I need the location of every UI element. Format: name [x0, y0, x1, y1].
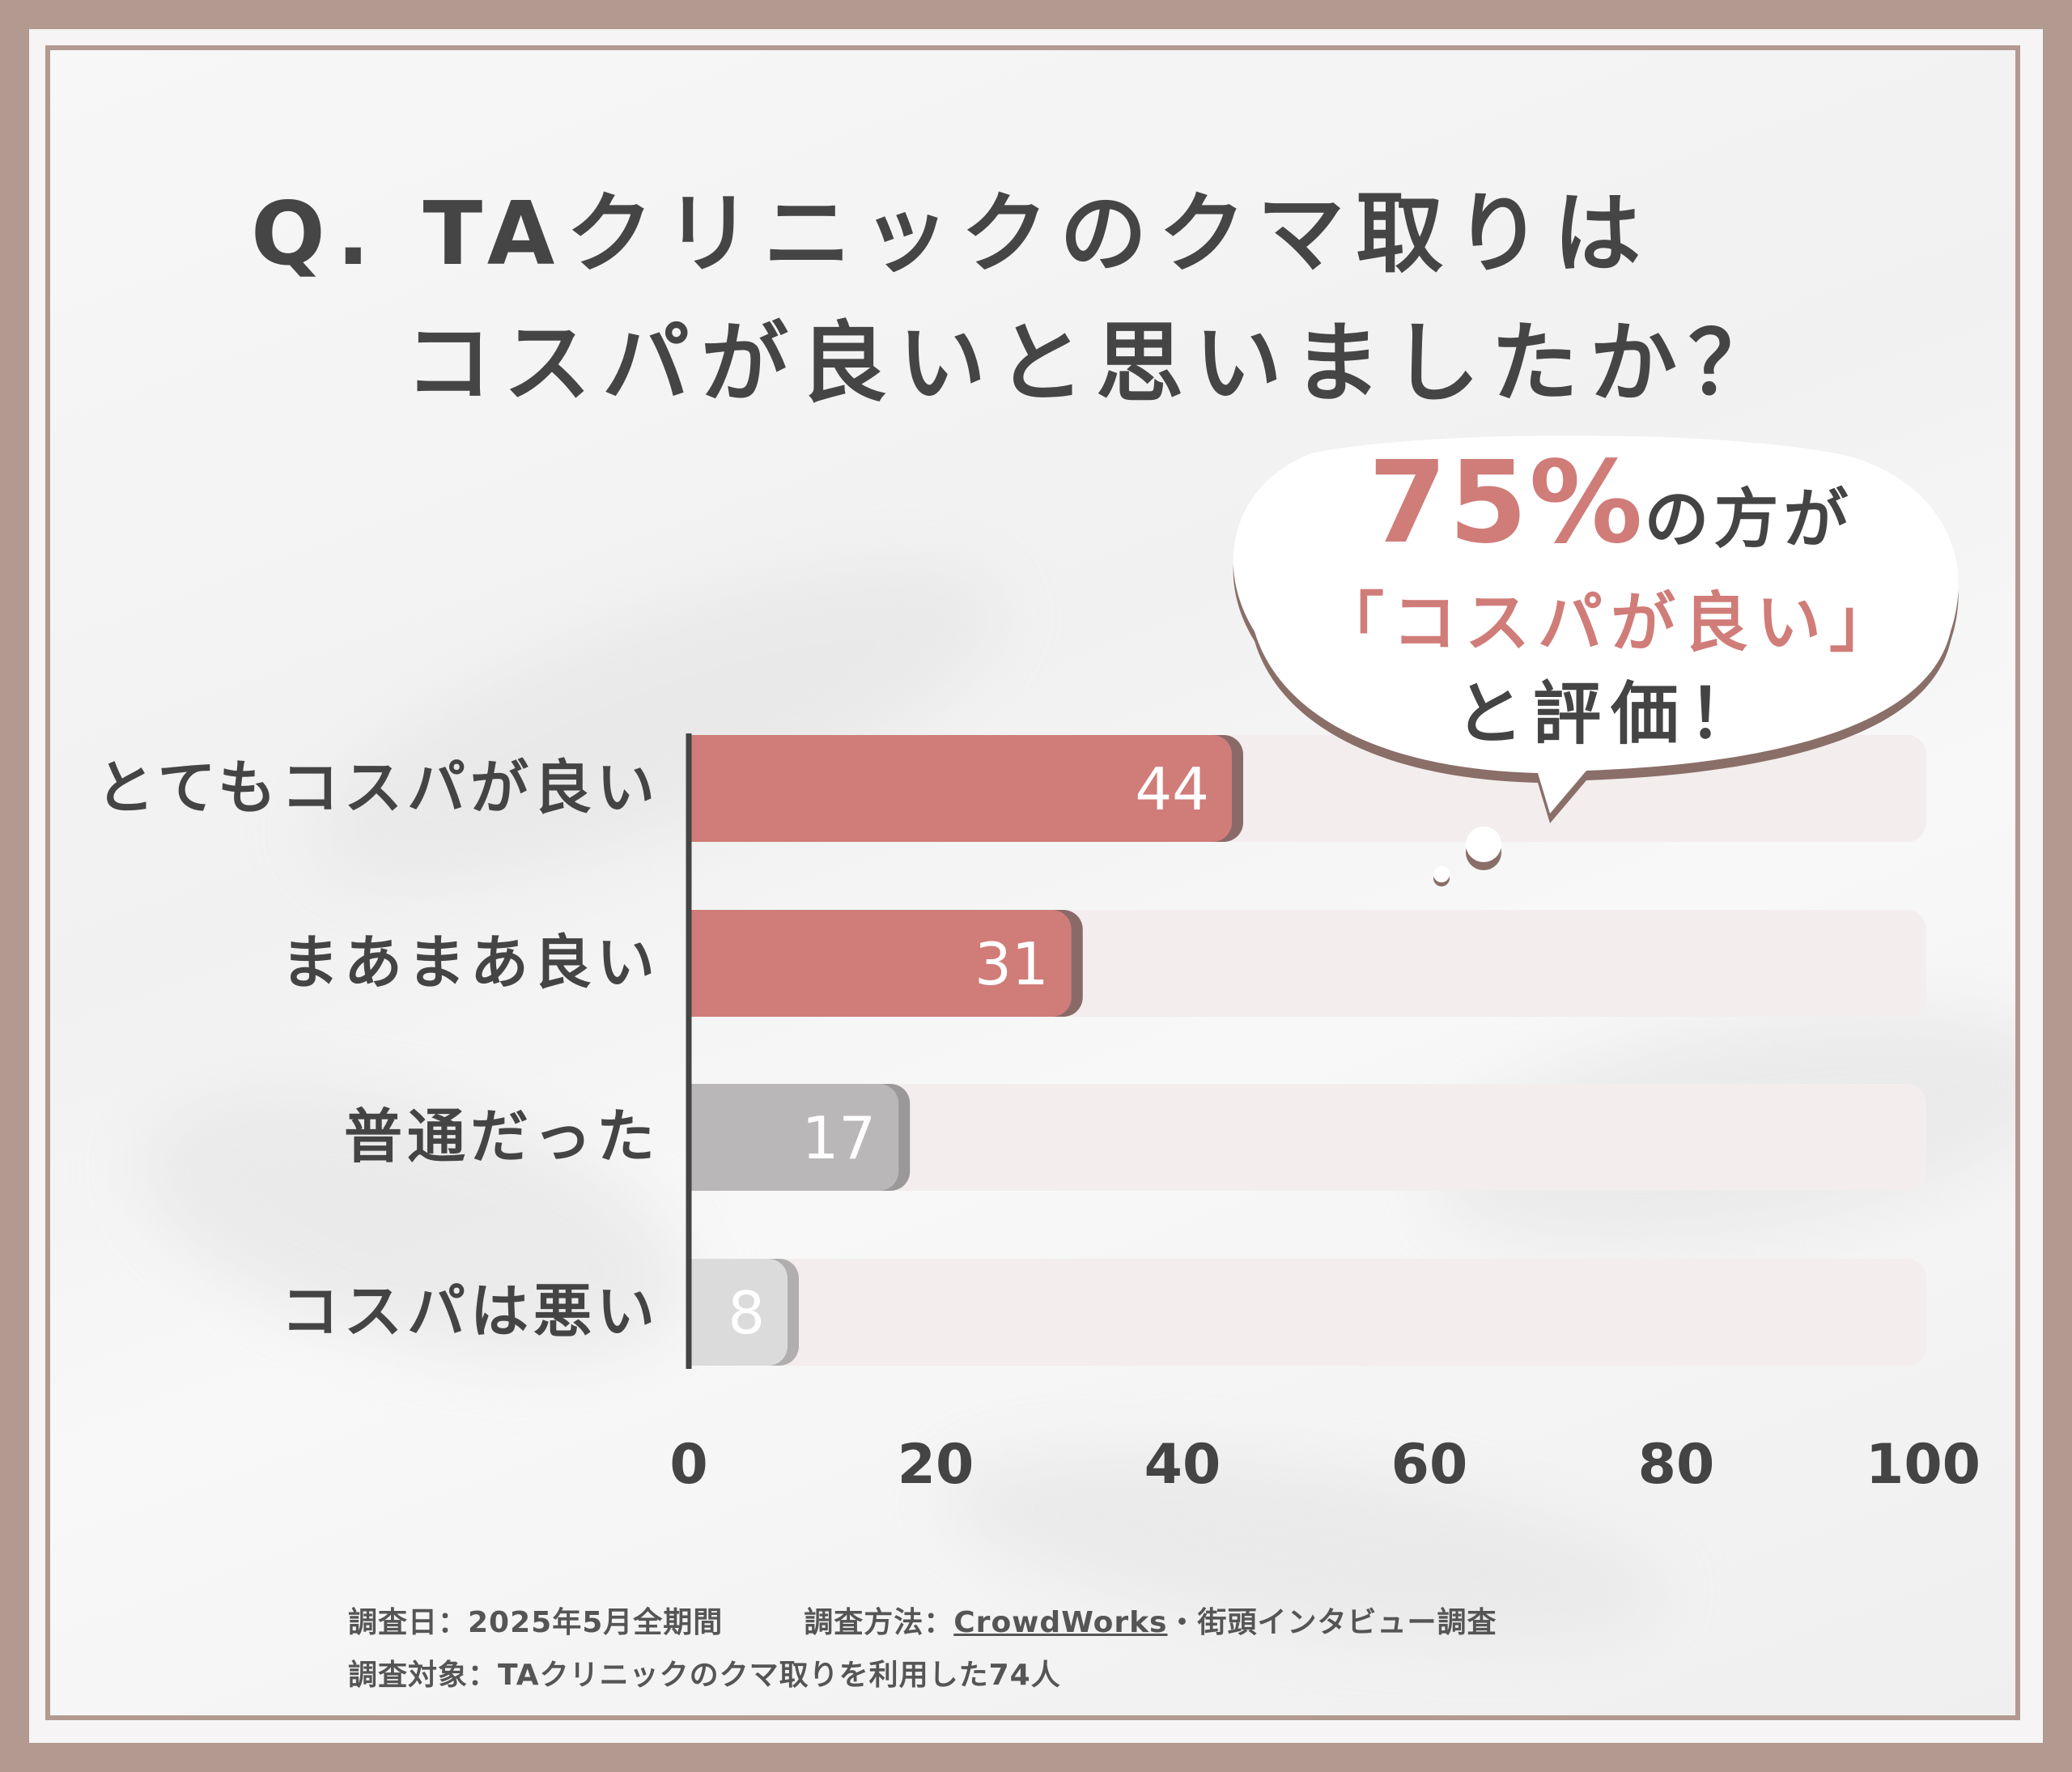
category-label: とてもコスパが良い — [96, 754, 660, 822]
bar-left-edge — [689, 1259, 708, 1366]
callout-line-3: と評価！ — [1454, 674, 1766, 754]
category-label: 普通だった — [344, 1103, 660, 1171]
bar-left-edge — [689, 910, 708, 1017]
callout-percent: 75% — [1368, 437, 1645, 569]
bar — [689, 1084, 899, 1191]
survey-date: 調査日：2025年5月全期間 — [348, 1606, 724, 1639]
x-tick-label: 20 — [898, 1433, 974, 1497]
title-line-2: コスパが良いと思いましたか？ — [405, 313, 1788, 414]
bar-value-label: 8 — [728, 1279, 765, 1347]
crowdworks-link[interactable]: CrowdWorks — [953, 1606, 1168, 1639]
bar — [689, 1259, 788, 1366]
category-label: コスパは悪い — [281, 1277, 660, 1345]
speech-bubble-body — [1233, 436, 1959, 814]
survey-method-label: 調査方法： — [804, 1606, 954, 1639]
category-label: まあまあ良い — [281, 928, 660, 996]
bubble-dot-large — [1466, 827, 1501, 862]
page-title: Q. TAクリニックのクマ取りは コスパが良いと思いましたか？ — [251, 170, 1870, 429]
bar — [689, 735, 1232, 842]
x-tick-label: 40 — [1144, 1433, 1221, 1497]
bar-left-edge — [689, 1084, 708, 1191]
bar-track — [689, 1259, 1926, 1366]
bar-value-label: 31 — [974, 930, 1049, 998]
x-tick-label: 0 — [669, 1433, 707, 1497]
survey-subject: 調査対象：TAクリニックのクマ取りを利用した74人 — [348, 1659, 1061, 1692]
bar-track — [689, 1084, 1926, 1191]
bar-left-edge — [689, 735, 708, 842]
callout-line-1: 75%の方が — [1246, 437, 1975, 569]
card — [45, 45, 2020, 1720]
bubble-dot-small — [1433, 866, 1450, 882]
callout-line-2: 「コスパが良い」 — [1319, 585, 1902, 661]
x-tick-label: 80 — [1638, 1433, 1715, 1497]
survey-info-line-1: 調査日：2025年5月全期間 調査方法：CrowdWorks・街頭インタビュー調査 — [348, 1599, 1497, 1641]
x-tick-label: 60 — [1391, 1433, 1468, 1497]
callout-line-1-suffix: の方が — [1644, 482, 1853, 557]
bar — [689, 910, 1072, 1017]
survey-method-rest: ・街頭インタビュー調査 — [1167, 1606, 1497, 1639]
title-line-1: Q. TAクリニックのクマ取りは — [251, 184, 1653, 285]
bar-value-label: 44 — [1135, 755, 1209, 823]
bar-value-label: 17 — [802, 1104, 877, 1172]
x-tick-label: 100 — [1866, 1433, 1981, 1497]
